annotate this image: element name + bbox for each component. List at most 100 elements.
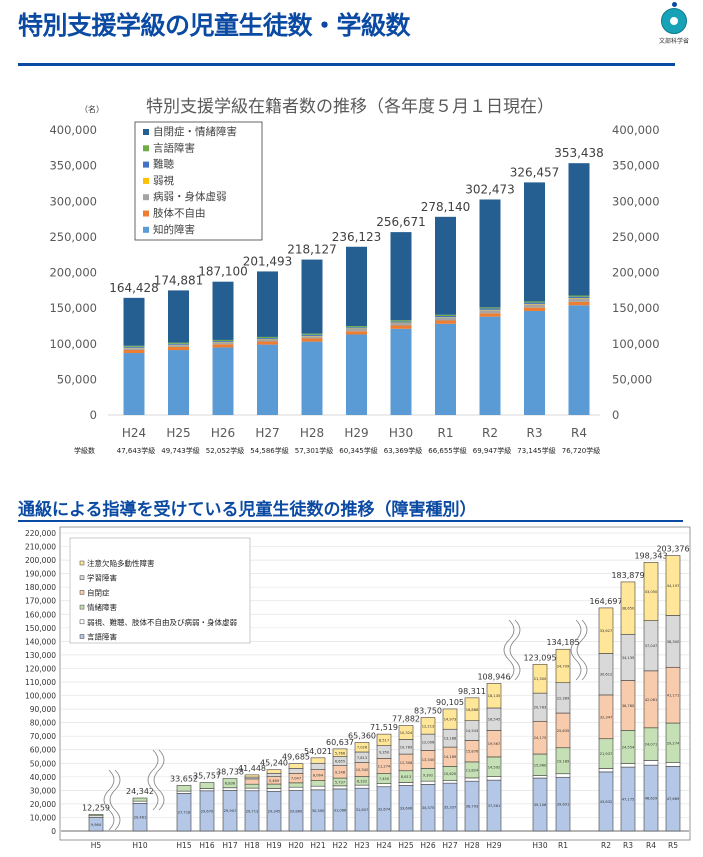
bar-segment	[212, 342, 234, 345]
total-label: 54,021	[304, 747, 332, 756]
bar-segment	[257, 271, 278, 337]
bar-segment	[168, 343, 189, 345]
legend-swatch	[79, 590, 85, 595]
x-tick-label: H25	[398, 841, 413, 850]
bar-segment	[420, 717, 436, 735]
total-label: 24,342	[126, 787, 154, 796]
y-tick-left: 400,000	[49, 123, 97, 137]
x-tick-label: H27	[255, 426, 279, 440]
total-label: 38,738	[216, 768, 244, 777]
total-label: 198,343	[634, 551, 667, 560]
bar-segment	[266, 783, 282, 789]
bar-segment	[524, 182, 545, 302]
y-tick-label: 90,000	[30, 705, 56, 714]
bar-segment	[301, 338, 323, 342]
y-tick-right: 200,000	[612, 266, 660, 280]
segment-label: 8,064	[313, 774, 324, 778]
total-label: 123,095	[523, 653, 556, 662]
bar-segment	[301, 334, 323, 336]
axis-break-mark	[503, 619, 515, 681]
segment-label: 29,274	[667, 741, 680, 745]
segment-label: 37,047	[645, 644, 658, 648]
segment-label: 21,937	[600, 752, 613, 756]
bar-segment	[257, 339, 278, 342]
legend-label: 言語障害	[87, 632, 117, 642]
bar-segment	[479, 310, 501, 314]
bar-segment	[464, 697, 480, 722]
segment-label: 30,390	[312, 809, 325, 813]
bar-segment	[568, 296, 590, 299]
bar-segment	[376, 733, 392, 746]
y-tick-label: 100,000	[25, 692, 56, 701]
bar-segment	[568, 301, 590, 306]
legend-label: 言語障害	[153, 141, 195, 154]
x-tick-label: H26	[420, 841, 435, 850]
bar-segment	[354, 742, 370, 753]
bar-segment	[568, 295, 590, 297]
bar-segment	[301, 336, 323, 339]
segment-label: 5,737	[335, 780, 345, 784]
bar-segment	[123, 353, 145, 415]
segment-label: 44,197	[667, 584, 680, 588]
bar-segment	[123, 349, 145, 354]
bar-segment	[288, 786, 304, 791]
legend-swatch	[79, 604, 85, 610]
total-label: 164,428	[109, 281, 159, 295]
segment-label: 47,175	[622, 798, 635, 802]
x-tick-label: H25	[166, 426, 190, 440]
bar-segment	[524, 302, 545, 304]
y-tick-label: 70,000	[30, 732, 56, 741]
legend-label: 弱視	[153, 174, 174, 187]
segment-label: 8,517	[379, 738, 389, 742]
section-title: 通級による指導を受けている児童生徒数の推移（障害種別）	[18, 500, 477, 520]
total-label: 45,240	[260, 759, 288, 768]
y-tick-right: 50,000	[612, 372, 652, 386]
segment-label: 14,973	[444, 718, 457, 722]
x-tick-label: R1	[438, 426, 454, 440]
segment-label: 29,670	[201, 809, 214, 813]
x-tick-label: R1	[558, 841, 568, 850]
class-count: 49,743学級	[161, 446, 200, 455]
bar-segment	[555, 773, 571, 778]
y-tick-right: 100,000	[612, 337, 660, 351]
segment-label: 21,300	[534, 677, 547, 681]
bar-segment	[435, 216, 456, 315]
segment-label: 39,106	[534, 803, 547, 807]
segment-label: 36,793	[466, 805, 479, 809]
x-tick-label: H5	[91, 841, 102, 850]
segment-label: 18,135	[488, 694, 501, 698]
bar-segment	[346, 246, 367, 327]
logo-emblem-icon	[661, 8, 687, 34]
legend-swatch	[143, 145, 149, 152]
legend-swatch	[79, 560, 85, 566]
segment-label: 12,006	[422, 741, 435, 745]
bar-segment	[598, 768, 614, 773]
total-label: 33,652	[170, 774, 198, 783]
bar-segment	[390, 232, 412, 321]
total-label: 108,946	[477, 672, 510, 681]
bar-segment	[420, 780, 436, 785]
chart-title: 特別支援学級在籍者数の推移（各年度５月１日現在）	[146, 97, 554, 117]
bar-segment	[486, 683, 502, 709]
class-count: 63,369学級	[384, 446, 423, 455]
total-label: 183,879	[611, 571, 644, 580]
x-tick-label: H16	[199, 841, 214, 850]
x-tick-label: H24	[122, 426, 146, 440]
segment-label: 13,188	[444, 737, 457, 741]
segment-label: 25,635	[557, 729, 570, 733]
bar-segment	[257, 344, 278, 415]
y-tick-label: 130,000	[25, 651, 56, 660]
bar-segment	[288, 763, 304, 769]
class-count-heading: 学級数	[74, 446, 95, 455]
bar-segment	[301, 341, 323, 415]
bar-segment	[442, 708, 458, 730]
bar-segment	[257, 338, 278, 340]
y-tick-label: 20,000	[30, 800, 56, 809]
segment-label: 14,543	[466, 729, 479, 733]
bar-segment	[435, 320, 456, 324]
bar-segment	[176, 790, 192, 794]
bar-segment	[244, 778, 260, 785]
logo-dot-icon	[672, 2, 677, 7]
bar-segment	[310, 780, 326, 787]
total-label: 203,376	[656, 545, 689, 554]
